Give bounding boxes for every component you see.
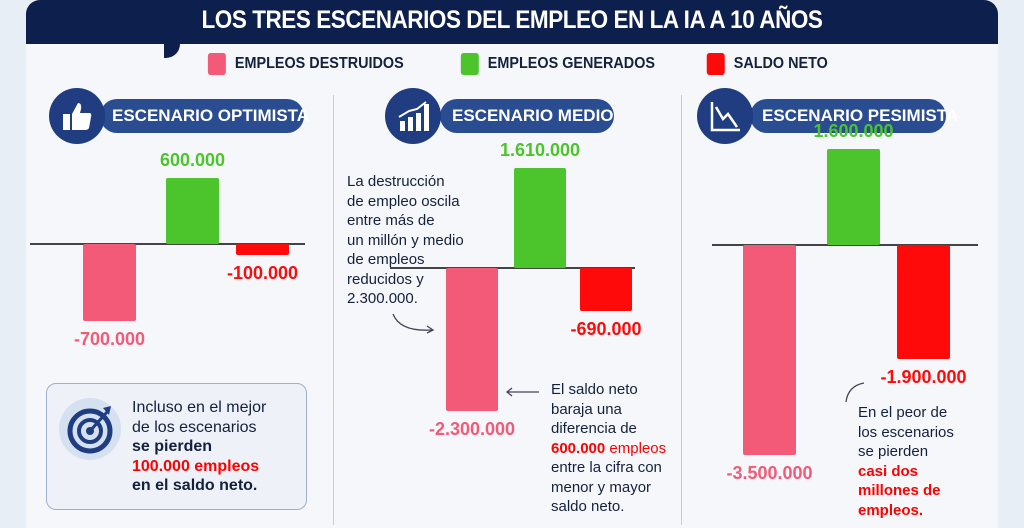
note-line: baraja una xyxy=(551,400,622,418)
note-line: entre más de xyxy=(347,212,435,229)
scenario-badge-optimista: ESCENARIO OPTIMISTA xyxy=(100,99,309,133)
legend-item-destroyed: EMPLEOS DESTRUIDOS xyxy=(208,53,404,75)
note-line: saldo neto. xyxy=(551,498,625,515)
bar-destroyed xyxy=(446,268,498,411)
data-label: -100.000 xyxy=(226,263,299,283)
note-pesimista: En el peor de los escenarios se pierden … xyxy=(858,403,954,520)
scenario-title: ESCENARIO OPTIMISTA xyxy=(112,106,310,125)
legend-swatch xyxy=(460,53,479,75)
note-line: menor y mayor xyxy=(551,478,652,496)
data-label: -1.900.000 xyxy=(880,367,967,387)
bar-net xyxy=(580,268,632,311)
legend-item-net: SALDO NETO xyxy=(706,53,828,75)
bar-generated xyxy=(827,149,880,245)
legend-label: SALDO NETO xyxy=(733,55,828,72)
bar-destroyed xyxy=(743,245,796,455)
legend-swatch xyxy=(208,53,227,75)
bar-net xyxy=(897,245,950,359)
note-highlight: empleos. xyxy=(858,501,924,519)
note-line: Incluso en el mejor xyxy=(132,399,267,416)
note-line: En el peor de xyxy=(858,404,948,421)
note-medio-left: La destrucción de empleo oscila entre má… xyxy=(347,172,464,309)
callout-box-optimista: Incluso en el mejor de los escenarios se… xyxy=(46,383,307,510)
note-highlight: millones de xyxy=(858,482,941,499)
scenario-title: ESCENARIO PESIMISTA xyxy=(762,106,959,125)
data-label: -3.500.000 xyxy=(726,463,813,483)
note-medio-right: El saldo neto baraja una diferencia de 6… xyxy=(551,380,666,517)
data-label: 600.000 xyxy=(159,150,226,170)
data-label: -2.300.000 xyxy=(428,418,516,439)
note-line: reducidos y xyxy=(347,270,424,288)
page-title: LOS TRES ESCENARIOS DEL EMPLEO EN LA IA … xyxy=(201,6,823,34)
bar-generated xyxy=(514,168,566,268)
target-icon xyxy=(59,398,121,460)
legend-swatch xyxy=(706,53,725,75)
note-line: se pierden xyxy=(858,443,929,460)
note-highlight: empleos xyxy=(605,439,667,457)
data-label: 1.610.000 xyxy=(499,140,581,161)
chart-baseline xyxy=(30,243,305,245)
data-label: -690.000 xyxy=(570,318,642,339)
note-line: se pierden xyxy=(132,438,213,455)
scenario-badge-pesimista: ESCENARIO PESIMISTA xyxy=(750,99,958,133)
scenario-title: ESCENARIO MEDIO xyxy=(452,106,614,125)
note-line: entre la cifra con xyxy=(551,459,662,476)
note-line: El saldo neto xyxy=(551,381,638,398)
note-line: 2.300.000. xyxy=(347,290,418,307)
scenario-badge-medio: ESCENARIO MEDIO xyxy=(440,99,614,133)
callout-text: Incluso en el mejor de los escenarios se… xyxy=(132,398,266,496)
chart-baseline xyxy=(390,267,635,269)
legend-label: EMPLEOS DESTRUIDOS xyxy=(235,55,405,72)
header-bar xyxy=(26,0,998,44)
arrow-icon xyxy=(392,313,435,334)
arrow-icon xyxy=(845,382,865,403)
column-divider xyxy=(681,95,682,525)
line-chart-decline-icon xyxy=(697,88,753,144)
bar-net xyxy=(236,244,289,255)
note-line: La destrucción xyxy=(347,173,445,190)
data-label: 1.600.000 xyxy=(813,121,894,141)
note-line: en el saldo neto. xyxy=(132,477,258,494)
column-divider xyxy=(333,95,334,525)
note-line: de empleo oscila xyxy=(347,192,460,210)
bar-destroyed xyxy=(83,244,136,321)
bar-generated xyxy=(166,178,219,244)
thumbs-up-icon xyxy=(49,88,105,144)
note-highlight: casi dos xyxy=(858,462,919,480)
legend-item-generated: EMPLEOS GENERADOS xyxy=(460,53,655,75)
note-line: de los escenarios xyxy=(132,418,257,436)
note-line: diferencia de xyxy=(551,420,637,437)
note-highlight: 100.000 empleos xyxy=(132,457,260,475)
note-line: un millón y medio xyxy=(347,231,464,249)
chart-baseline xyxy=(712,244,978,246)
arrow-icon xyxy=(505,387,539,397)
bar-chart-growth-icon xyxy=(385,88,441,144)
legend-label: EMPLEOS GENERADOS xyxy=(487,55,655,72)
note-line: los escenarios xyxy=(858,423,954,441)
note-highlight: 600.000 xyxy=(551,439,606,457)
legend: EMPLEOS DESTRUIDOS EMPLEOS GENERADOS SAL… xyxy=(180,44,852,84)
note-line: de empleos xyxy=(347,251,425,268)
data-label: -700.000 xyxy=(73,329,146,349)
